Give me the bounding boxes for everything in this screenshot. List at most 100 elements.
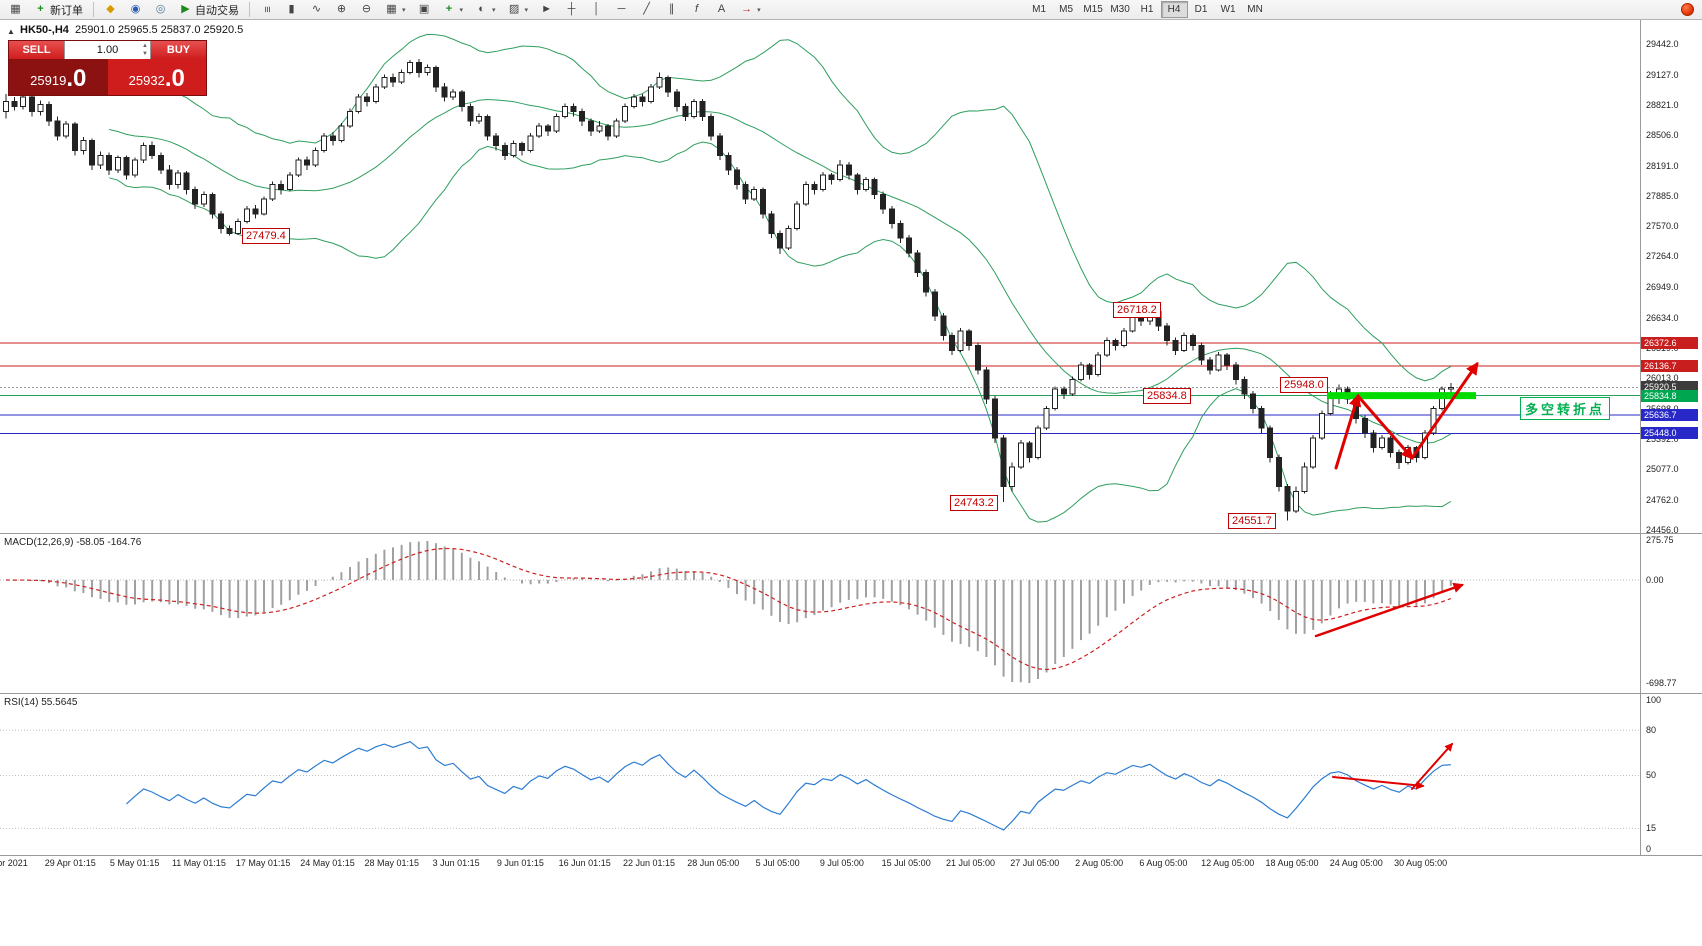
new-order-button[interactable]: + 新订单 (29, 1, 88, 18)
price-callout-label[interactable]: 25834.8 (1143, 388, 1191, 404)
price-axis-tag: 25448.0 (1641, 427, 1698, 440)
candle-body (192, 188, 199, 205)
navigator-icon: ◎ (155, 3, 166, 15)
time-axis-label: 5 Jul 05:00 (755, 858, 800, 868)
candlestick-button[interactable]: ▮ (280, 1, 303, 18)
candle-body (132, 159, 138, 176)
price-callout-label[interactable]: 25948.0 (1280, 377, 1328, 393)
price-axis-tick: 24762.0 (1646, 495, 1679, 506)
timeframe-m15-button[interactable]: M15 (1080, 1, 1107, 18)
zoom-out-icon: ⊖ (361, 3, 372, 15)
chart-window-icon[interactable]: ▦ (4, 1, 27, 18)
candle-body (854, 174, 861, 190)
candle-body (1009, 466, 1016, 488)
candle-body (1198, 344, 1205, 361)
buy-button[interactable]: BUY (151, 41, 206, 59)
new-chart-button[interactable]: + ▾ (438, 1, 469, 18)
candle-body (278, 184, 285, 190)
price-callout-label[interactable]: 26718.2 (1113, 302, 1161, 318)
time-axis-label: 5 May 01:15 (109, 858, 160, 868)
candle-body (630, 96, 637, 108)
vertical-line-button[interactable]: │ (585, 1, 608, 18)
market-watch-icon: ◆ (106, 3, 115, 15)
tile-windows-button[interactable]: ▦ ▾ (380, 1, 411, 18)
sell-price-display[interactable]: 25919 .0 (9, 59, 108, 95)
fibonacci-button[interactable]: f (685, 1, 708, 18)
candle-body (467, 106, 474, 122)
volume-spinner[interactable]: ▲ ▼ (142, 42, 148, 58)
candle-body (11, 101, 18, 108)
ohlc-values: 25901.0 25965.5 25837.0 25920.5 (75, 24, 244, 36)
candle-body (553, 115, 560, 132)
sell-button[interactable]: SELL (9, 41, 64, 59)
volume-input[interactable]: 1.00 ▲ ▼ (64, 41, 151, 59)
trend-arrow-object[interactable] (1411, 742, 1454, 790)
trend-arrow-object[interactable] (1334, 393, 1362, 470)
candle-body (587, 120, 594, 132)
one-click-trade-panel: SELL 1.00 ▲ ▼ BUY 25919 .0 25932 .0 (8, 40, 207, 96)
timeframe-m30-button[interactable]: M30 (1107, 1, 1134, 18)
new-order-icon: + (37, 3, 44, 15)
candle-body (286, 174, 293, 190)
candle-body (931, 291, 938, 317)
zoom-out-button[interactable]: ⊖ (355, 1, 378, 18)
candle-body (1112, 340, 1119, 346)
bollinger-upper-band (109, 33, 1452, 382)
timeframe-d1-button[interactable]: D1 (1188, 1, 1215, 18)
market-watch-button[interactable]: ◆ (99, 1, 122, 18)
candle-body (1396, 452, 1403, 463)
timeframe-h1-button[interactable]: H1 (1134, 1, 1161, 18)
arrows-tool-button[interactable]: → ▾ (735, 1, 766, 18)
price-callout-label[interactable]: 27479.4 (242, 228, 290, 244)
candle-body (1361, 417, 1368, 434)
price-axis-tick: 27264.0 (1646, 251, 1679, 262)
bar-chart-button[interactable]: ≡ (255, 1, 278, 18)
spinner-up-icon[interactable]: ▲ (142, 43, 148, 49)
text-tool-button[interactable]: A (710, 1, 733, 18)
candle-body (734, 169, 740, 186)
trend-arrow-object[interactable] (1332, 776, 1425, 790)
timeframe-m1-button[interactable]: M1 (1026, 1, 1053, 18)
price-callout-label[interactable]: 24743.2 (950, 495, 998, 511)
cursor-button[interactable]: ► (535, 1, 558, 18)
time-axis-label: 24 May 01:15 (300, 858, 355, 868)
zoom-in-button[interactable]: ⊕ (330, 1, 353, 18)
period-button[interactable]: ◐ ▾ (470, 1, 501, 18)
trend-arrow-object[interactable] (1356, 394, 1414, 460)
horizontal-line-button[interactable]: ─ (610, 1, 633, 18)
timeframe-w1-button[interactable]: W1 (1215, 1, 1242, 18)
trend-arrow-object[interactable] (1410, 361, 1479, 460)
trade-panel-collapse-icon[interactable]: ▲ (7, 27, 15, 36)
candle-body (562, 106, 568, 117)
timeframe-group: M1 M5 M15 M30 H1 H4 D1 W1 MN (1026, 1, 1269, 18)
candle-body (923, 271, 930, 293)
trendline-button[interactable]: ╱ (635, 1, 658, 18)
spinner-down-icon[interactable]: ▼ (142, 51, 148, 57)
channel-button[interactable]: ∥ (660, 1, 683, 18)
navigator-button[interactable]: ◎ (149, 1, 172, 18)
line-chart-button[interactable]: ∿ (305, 1, 328, 18)
timeframe-h4-button[interactable]: H4 (1160, 1, 1188, 18)
data-window-button[interactable]: ◉ (124, 1, 147, 18)
timeframe-m5-button[interactable]: M5 (1053, 1, 1080, 18)
candle-body (450, 91, 457, 98)
candle-body (407, 62, 414, 73)
price-callout-label[interactable]: 24551.7 (1228, 513, 1276, 529)
cascade-windows-button[interactable]: ▣ (413, 1, 436, 18)
candle-body (888, 208, 895, 225)
toolbar-separator (93, 2, 94, 17)
price-axis-tick: 28191.0 (1646, 160, 1679, 171)
trend-arrow-object[interactable] (1314, 582, 1464, 638)
candle-body (175, 172, 181, 186)
timeframe-mn-button[interactable]: MN (1242, 1, 1269, 18)
buy-price-display[interactable]: 25932 .0 (107, 59, 206, 95)
autotrading-button[interactable]: ▶ 自动交易 (174, 1, 244, 18)
annotation-note[interactable]: 多空转折点 (1520, 397, 1611, 420)
candle-body (1035, 427, 1041, 458)
candle-body (1078, 364, 1084, 381)
candle-body (1052, 388, 1059, 410)
candle-body (682, 106, 689, 117)
crosshair-button[interactable]: ┼ (560, 1, 583, 18)
template-button[interactable]: ▨ ▾ (503, 1, 534, 18)
